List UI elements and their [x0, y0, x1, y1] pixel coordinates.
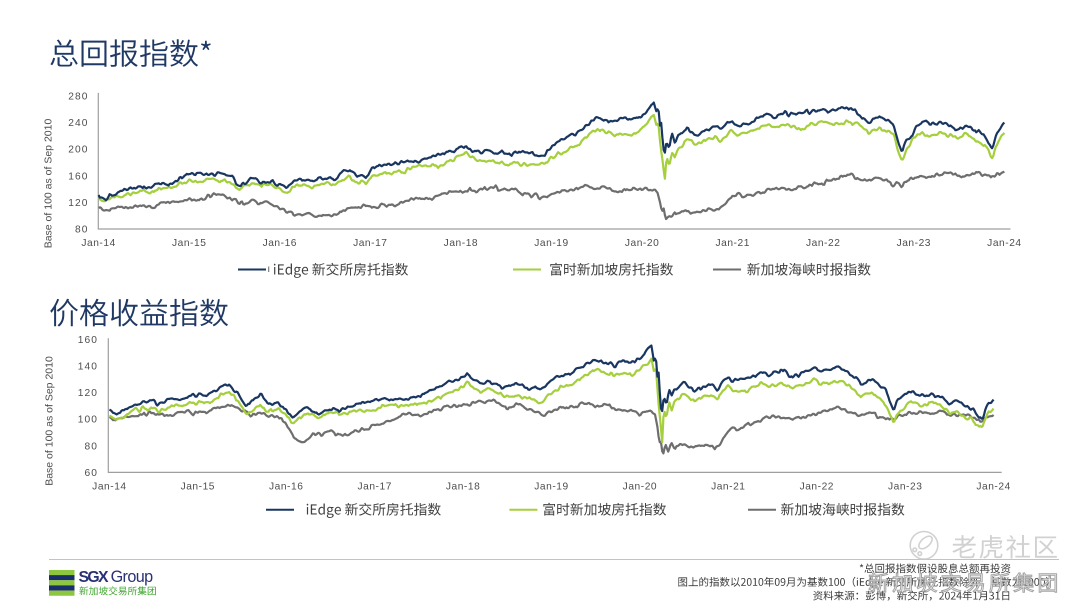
- svg-text:Jan-19: Jan-19: [534, 238, 568, 249]
- svg-text:60: 60: [84, 468, 98, 479]
- svg-text:Jan-18: Jan-18: [446, 482, 480, 493]
- svg-text:80: 80: [75, 225, 89, 236]
- svg-text:Jan-20: Jan-20: [625, 238, 659, 249]
- svg-text:Jan-23: Jan-23: [897, 238, 931, 249]
- svg-text:Jan-16: Jan-16: [269, 482, 303, 493]
- svg-text:Group: Group: [111, 568, 154, 586]
- svg-text:Jan-18: Jan-18: [444, 238, 478, 249]
- svg-text:Jan-17: Jan-17: [353, 238, 387, 249]
- svg-text:120: 120: [78, 388, 98, 399]
- svg-text:Jan-17: Jan-17: [357, 482, 391, 493]
- svg-text:Jan-24: Jan-24: [976, 482, 1010, 493]
- svg-text:100: 100: [78, 415, 98, 426]
- svg-text:240: 240: [68, 118, 88, 129]
- svg-text:Jan-14: Jan-14: [92, 482, 126, 493]
- svg-text:80: 80: [84, 441, 98, 452]
- svg-text:Jan-21: Jan-21: [711, 482, 745, 493]
- svg-text:Jan-20: Jan-20: [623, 482, 657, 493]
- svg-text:Jan-22: Jan-22: [800, 482, 834, 493]
- svg-text:140: 140: [78, 362, 98, 373]
- svg-text:Jan-22: Jan-22: [806, 238, 840, 249]
- svg-text:280: 280: [68, 92, 88, 103]
- svg-text:Base of 100 as of Sep 2010: Base of 100 as of Sep 2010: [44, 356, 56, 486]
- svg-text:SGX: SGX: [79, 569, 109, 586]
- svg-text:Jan-14: Jan-14: [81, 238, 115, 249]
- svg-text:120: 120: [68, 198, 88, 209]
- svg-text:Jan-15: Jan-15: [181, 482, 215, 493]
- svg-text:Jan-24: Jan-24: [987, 238, 1021, 249]
- svg-text:Jan-19: Jan-19: [534, 482, 568, 493]
- svg-text:Jan-16: Jan-16: [263, 238, 297, 249]
- svg-text:Jan-15: Jan-15: [172, 238, 206, 249]
- svg-text:Jan-23: Jan-23: [888, 482, 922, 493]
- svg-text:200: 200: [68, 145, 88, 156]
- svg-text:Base of 100 as of Sep 2010: Base of 100 as of Sep 2010: [43, 119, 55, 249]
- svg-text:Jan-21: Jan-21: [715, 238, 749, 249]
- svg-text:160: 160: [78, 335, 98, 346]
- svg-text:160: 160: [68, 171, 88, 182]
